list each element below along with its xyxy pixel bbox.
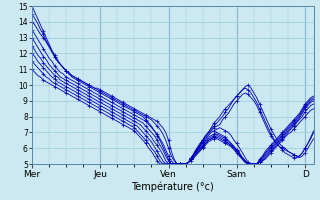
X-axis label: Température (°c): Température (°c) [132,181,214,192]
